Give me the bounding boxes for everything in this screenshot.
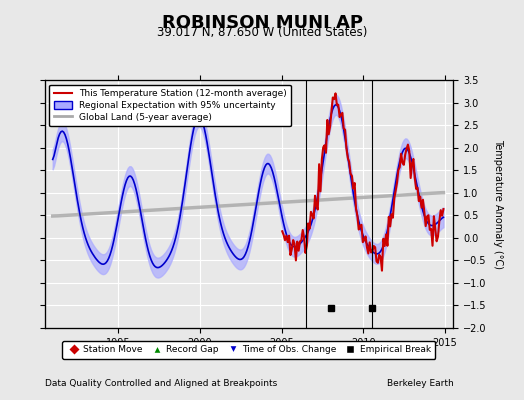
Legend: This Temperature Station (12-month average), Regional Expectation with 95% uncer: This Temperature Station (12-month avera… <box>49 84 291 126</box>
Text: Data Quality Controlled and Aligned at Breakpoints: Data Quality Controlled and Aligned at B… <box>45 379 277 388</box>
Y-axis label: Temperature Anomaly (°C): Temperature Anomaly (°C) <box>493 139 503 269</box>
Text: 39.017 N, 87.650 W (United States): 39.017 N, 87.650 W (United States) <box>157 26 367 39</box>
Text: ROBINSON MUNI AP: ROBINSON MUNI AP <box>161 14 363 32</box>
Legend: Station Move, Record Gap, Time of Obs. Change, Empirical Break: Station Move, Record Gap, Time of Obs. C… <box>62 341 435 359</box>
Text: Berkeley Earth: Berkeley Earth <box>387 379 453 388</box>
